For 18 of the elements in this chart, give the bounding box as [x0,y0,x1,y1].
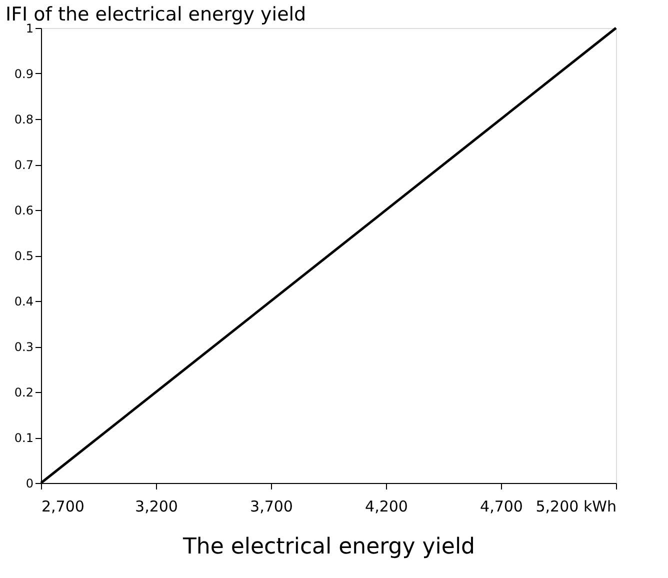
x-tick-label: 3,200 [135,498,178,516]
y-tick-label: 0.2 [14,386,34,400]
y-tick-label: 0.1 [14,431,34,445]
y-tick-label: 0.5 [14,249,34,263]
x-tick-label: 4,200 [365,498,408,516]
x-tick-label: 4,700 [480,498,523,516]
y-tick-label: 0.9 [14,67,34,81]
y-tick-label: 0.4 [14,294,34,308]
x-tick-label: 5,200 kWh [536,498,616,516]
x-axis-title: The electrical energy yield [182,534,476,560]
y-tick-label: 0.3 [14,340,34,354]
y-tick-label: 0.8 [14,112,34,126]
y-tick-label: 0.7 [14,158,34,172]
x-tick-label: 2,700 [42,498,84,516]
y-tick-label: 0.6 [14,204,34,218]
y-tick-label: 1 [26,22,34,36]
y-tick-label: 0 [26,476,34,490]
x-tick-label: 3,700 [250,498,293,516]
